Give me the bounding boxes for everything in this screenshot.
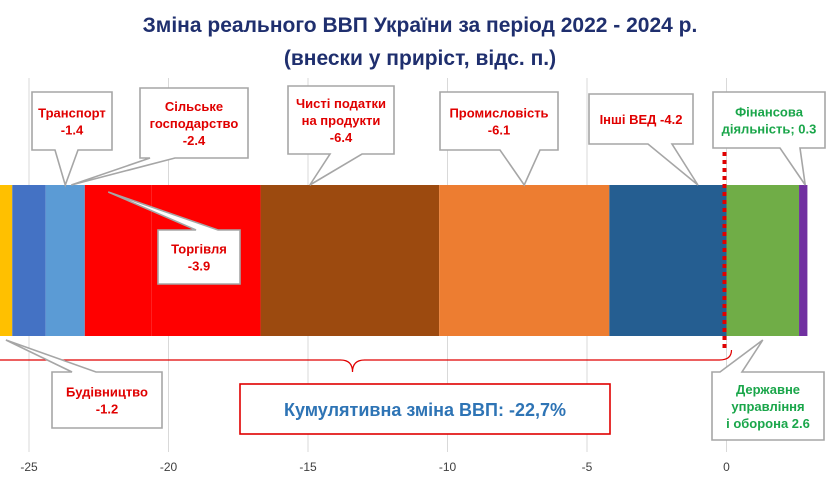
callout-label-public-admin-2: і оборона 2.6	[726, 416, 810, 431]
bar-segment-finance	[799, 185, 808, 336]
bar-segment-construction	[12, 185, 46, 336]
callout-label-agriculture-2: -2.4	[183, 133, 206, 148]
callout-label-finance-1: діяльність; 0.3	[722, 122, 817, 137]
callout-label-net-taxes-0: Чисті податки	[296, 96, 386, 111]
callout-label-public-admin-0: Державне	[736, 382, 800, 397]
x-tick-label-5: 0	[723, 460, 730, 474]
bar-segment-industry	[439, 185, 610, 336]
callout-construction	[5, 339, 163, 429]
callout-label-trade-0: Торгівля	[171, 242, 227, 257]
cumulative-brace-path	[0, 349, 733, 373]
cumulative-box-frame	[239, 383, 611, 435]
callout-label-other-0: Інші ВЕД -4.2	[600, 112, 683, 127]
callout-industry	[439, 91, 559, 187]
x-tick-label-4: -5	[582, 460, 593, 474]
callout-label-transport-0: Транспорт	[38, 106, 106, 121]
bar-segment-public-admin	[726, 185, 800, 336]
callout-label-industry-1: -6.1	[488, 123, 510, 138]
x-tick-label-0: -25	[20, 460, 38, 474]
callout-other	[588, 93, 699, 186]
callout-finance	[712, 91, 826, 186]
callout-transport	[31, 91, 113, 188]
callout-label-industry-0: Промисловість	[449, 106, 548, 121]
callout-label-construction-1: -1.2	[96, 402, 118, 417]
x-tick-label-2: -15	[299, 460, 317, 474]
callout-label-trade-1: -3.9	[188, 259, 210, 274]
x-axis-ticks: -25 -20 -15 -10 -5 0	[20, 460, 730, 474]
cumulative-change-label: Кумулятивна зміна ВВП: -22,7%	[284, 400, 566, 420]
callout-label-net-taxes-2: -6.4	[330, 130, 353, 145]
callout-label-construction-0: Будівництво	[66, 385, 148, 400]
bar-segment-agriculture	[84, 185, 152, 336]
callout-label-agriculture-1: господарство	[150, 116, 239, 131]
callout-agriculture	[71, 87, 249, 186]
stacked-bar	[0, 185, 808, 336]
bar-segment-net-taxes	[260, 185, 440, 336]
cumulative-box: Кумулятивна зміна ВВП: -22,7%	[239, 383, 611, 435]
bar-segment-transport	[45, 185, 85, 336]
x-tick-label-1: -20	[160, 460, 178, 474]
callout-public-admin	[711, 339, 825, 441]
callout-label-finance-0: Фінансова	[735, 105, 804, 120]
chart-subtitle: (внески у приріст, відс. п.)	[284, 47, 556, 70]
callout-label-transport-1: -1.4	[61, 123, 84, 138]
x-tick-label-3: -10	[439, 460, 457, 474]
callout-label-agriculture-0: Сільське	[165, 99, 223, 114]
callout-trade	[107, 191, 241, 285]
chart-title: Зміна реального ВВП України за період 20…	[143, 14, 698, 37]
callout-net-taxes	[287, 85, 395, 186]
bar-segment-other	[609, 185, 727, 336]
callouts: Транспорт -1.4 Сільське господарство -2.4 Чис…	[5, 85, 826, 441]
callout-label-public-admin-1: управління	[731, 399, 804, 414]
cumulative-brace	[0, 349, 733, 373]
bar-segment-residual	[0, 185, 13, 336]
callout-label-net-taxes-1: на продукти	[302, 113, 381, 128]
